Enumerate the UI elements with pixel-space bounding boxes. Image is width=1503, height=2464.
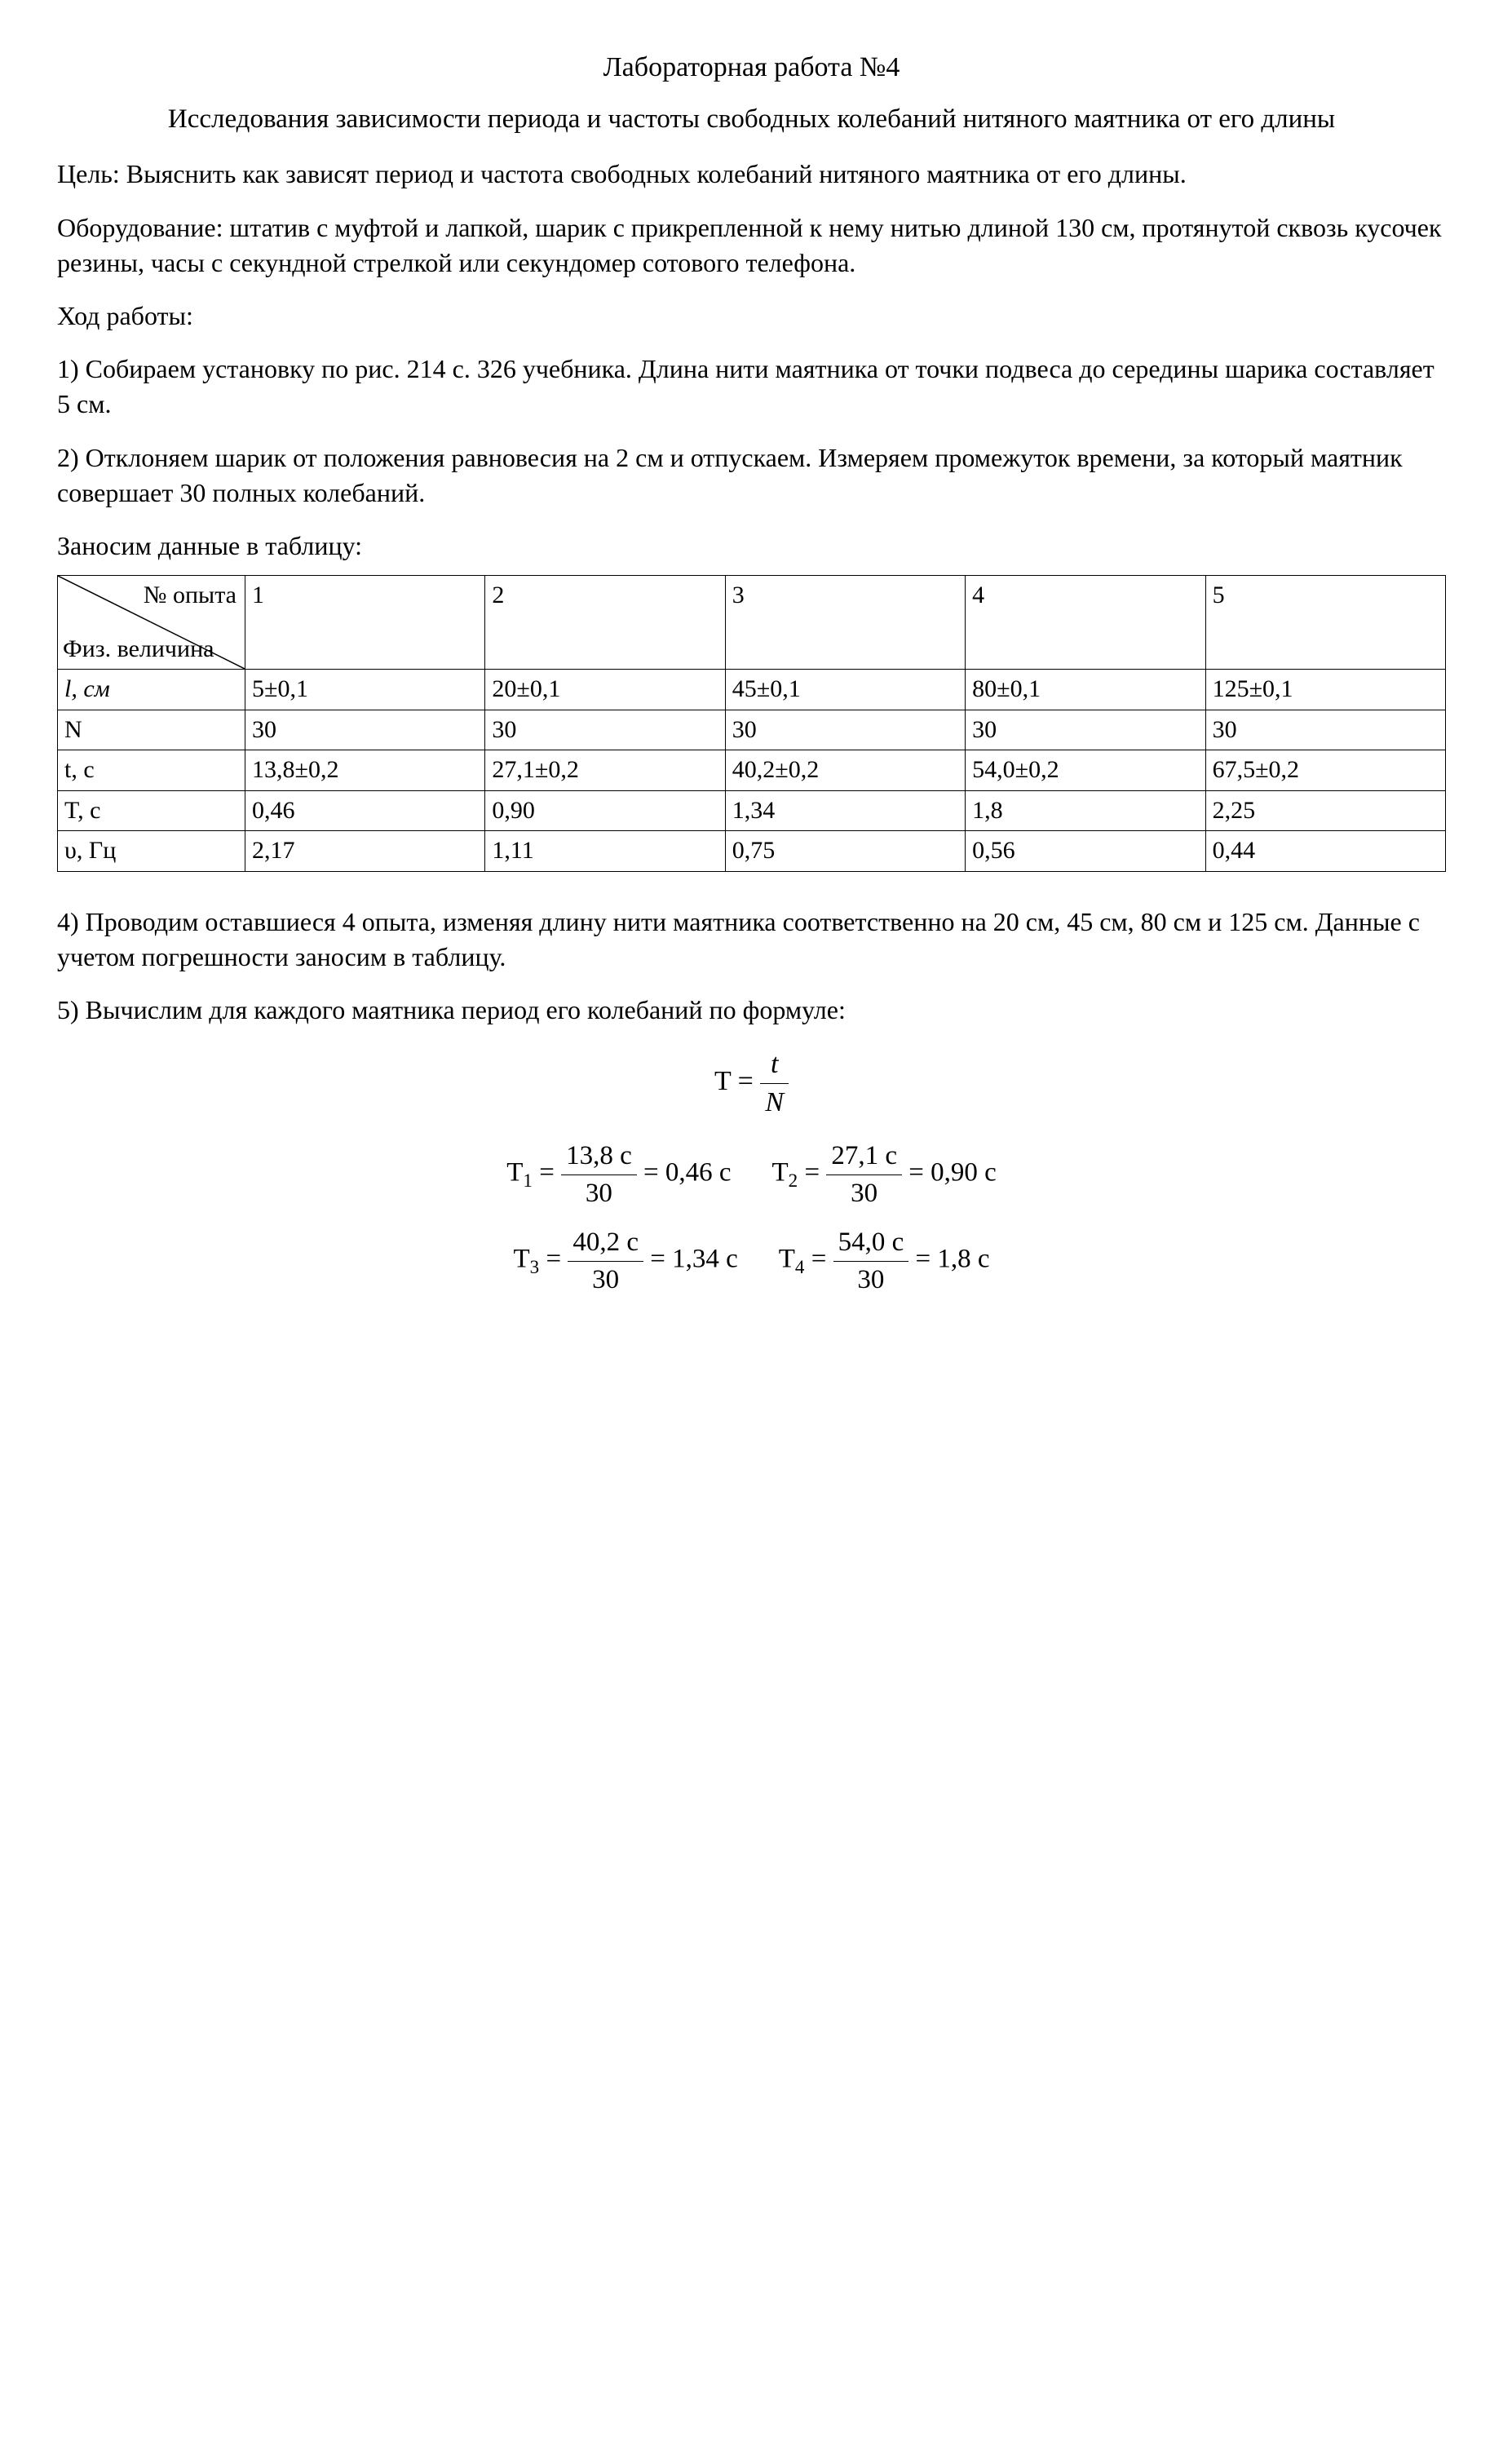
frac-den: 30 — [561, 1175, 637, 1212]
diag-top-label: № опыта — [144, 579, 237, 613]
data-table: № опыта Физ. величина 1 2 3 4 5 l, см 5±… — [57, 575, 1446, 872]
table-row: T, с 0,46 0,90 1,34 1,8 2,25 — [58, 790, 1446, 831]
table-row: N 30 30 30 30 30 — [58, 710, 1446, 750]
cell: 27,1±0,2 — [485, 750, 725, 791]
result: 1,8 с — [937, 1245, 989, 1274]
cell: 20±0,1 — [485, 670, 725, 710]
row-label-text: l, см — [64, 675, 110, 702]
frac-den: 30 — [833, 1262, 909, 1298]
table-header-row: № опыта Физ. величина 1 2 3 4 5 — [58, 576, 1446, 670]
cell: 0,75 — [725, 831, 965, 872]
col-header: 1 — [245, 576, 485, 670]
calc-item: T2 = 27,1 с 30 = 0,90 с — [772, 1138, 997, 1211]
title-main: Лабораторная работа №4 — [57, 49, 1446, 86]
main-formula: T = t N — [57, 1046, 1446, 1121]
sub: 1 — [523, 1170, 533, 1191]
row-label: l, см — [58, 670, 245, 710]
result: 1,34 с — [672, 1245, 738, 1274]
purpose-para: Цель: Выяснить как зависят период и част… — [57, 157, 1446, 192]
frac-den: 30 — [568, 1262, 643, 1298]
fraction: 54,0 с 30 — [833, 1224, 909, 1298]
cell: 30 — [485, 710, 725, 750]
cell: 1,8 — [966, 790, 1205, 831]
col-header: 4 — [966, 576, 1205, 670]
cell: 30 — [245, 710, 485, 750]
frac-num: 54,0 с — [833, 1224, 909, 1262]
calc-item: T3 = 40,2 с 30 = 1,34 с — [513, 1224, 737, 1298]
calc-item: T4 = 54,0 с 30 = 1,8 с — [779, 1224, 990, 1298]
cell: 0,90 — [485, 790, 725, 831]
cell: 2,25 — [1205, 790, 1445, 831]
row-label: t, с — [58, 750, 245, 791]
cell: 125±0,1 — [1205, 670, 1445, 710]
result: 0,90 с — [931, 1158, 997, 1188]
calc-row-2: T3 = 40,2 с 30 = 1,34 с T4 = 54,0 с 30 =… — [57, 1224, 1446, 1298]
row-label: N — [58, 710, 245, 750]
equipment-label: Оборудование: — [57, 213, 223, 242]
frac-num: 27,1 с — [826, 1138, 902, 1175]
equals-sign: = — [738, 1066, 761, 1096]
frac-num: t — [760, 1046, 789, 1084]
fraction: t N — [760, 1046, 789, 1121]
equipment-text: штатив с муфтой и лапкой, шарик с прикре… — [57, 213, 1442, 277]
cell: 45±0,1 — [725, 670, 965, 710]
table-intro: Заносим данные в таблицу: — [57, 529, 1446, 564]
title-sub: Исследования зависимости периода и часто… — [57, 101, 1446, 138]
frac-num: 13,8 с — [561, 1138, 637, 1175]
fraction: 13,8 с 30 — [561, 1138, 637, 1211]
col-header: 2 — [485, 576, 725, 670]
cell: 2,17 — [245, 831, 485, 872]
diag-bottom-label: Физ. величина — [63, 633, 214, 666]
table-row: υ, Гц 2,17 1,11 0,75 0,56 0,44 — [58, 831, 1446, 872]
cell: 0,46 — [245, 790, 485, 831]
cell: 80±0,1 — [966, 670, 1205, 710]
purpose-text: Выяснить как зависят период и частота св… — [120, 159, 1187, 188]
cell: 5±0,1 — [245, 670, 485, 710]
col-header: 3 — [725, 576, 965, 670]
sub: 4 — [795, 1256, 805, 1277]
formula-lhs: T — [714, 1066, 731, 1096]
diag-header-cell: № опыта Физ. величина — [58, 576, 245, 670]
step-5: 5) Вычислим для каждого маятника период … — [57, 993, 1446, 1028]
equipment-para: Оборудование: штатив с муфтой и лапкой, … — [57, 210, 1446, 281]
cell: 1,34 — [725, 790, 965, 831]
table-row: t, с 13,8±0,2 27,1±0,2 40,2±0,2 54,0±0,2… — [58, 750, 1446, 791]
step-2: 2) Отклоняем шарик от положения равновес… — [57, 440, 1446, 511]
cell: 13,8±0,2 — [245, 750, 485, 791]
frac-den: N — [760, 1084, 789, 1121]
purpose-label: Цель: — [57, 159, 120, 188]
frac-num: 40,2 с — [568, 1224, 643, 1262]
result: 0,46 с — [665, 1158, 732, 1188]
sub: 3 — [530, 1256, 540, 1277]
frac-den: 30 — [826, 1175, 902, 1212]
cell: 54,0±0,2 — [966, 750, 1205, 791]
row-label: υ, Гц — [58, 831, 245, 872]
cell: 30 — [1205, 710, 1445, 750]
step-1: 1) Собираем установку по рис. 214 с. 326… — [57, 352, 1446, 422]
fraction: 40,2 с 30 — [568, 1224, 643, 1298]
calc-item: T1 = 13,8 с 30 = 0,46 с — [506, 1138, 731, 1211]
sub: 2 — [789, 1170, 798, 1191]
cell: 0,56 — [966, 831, 1205, 872]
cell: 1,11 — [485, 831, 725, 872]
cell: 67,5±0,2 — [1205, 750, 1445, 791]
cell: 40,2±0,2 — [725, 750, 965, 791]
fraction: 27,1 с 30 — [826, 1138, 902, 1211]
row-label: T, с — [58, 790, 245, 831]
calc-row-1: T1 = 13,8 с 30 = 0,46 с T2 = 27,1 с 30 =… — [57, 1138, 1446, 1211]
cell: 30 — [966, 710, 1205, 750]
cell: 0,44 — [1205, 831, 1445, 872]
col-header: 5 — [1205, 576, 1445, 670]
cell: 30 — [725, 710, 965, 750]
procedure-label: Ход работы: — [57, 299, 1446, 334]
table-row: l, см 5±0,1 20±0,1 45±0,1 80±0,1 125±0,1 — [58, 670, 1446, 710]
step-4: 4) Проводим оставшиеся 4 опыта, изменяя … — [57, 905, 1446, 975]
